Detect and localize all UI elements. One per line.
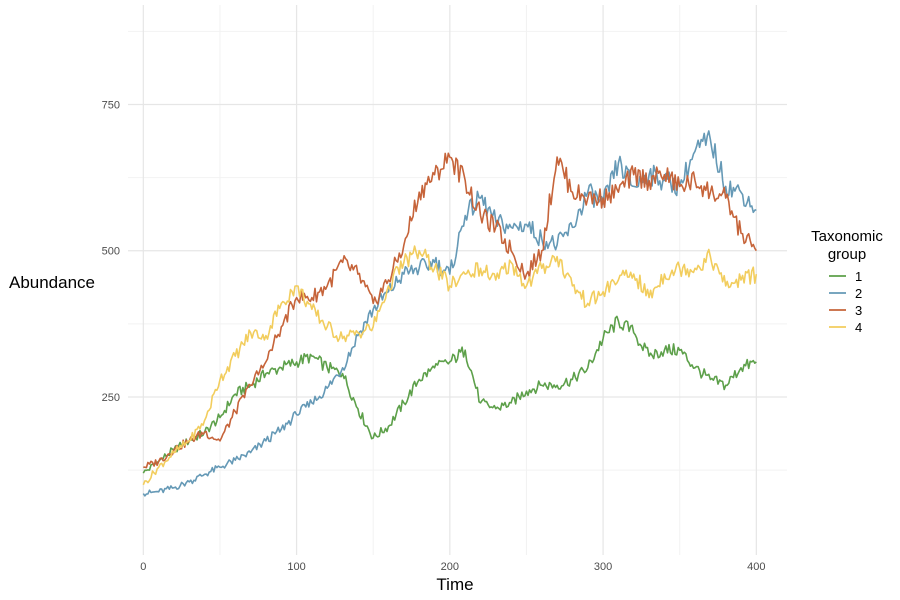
series-lines xyxy=(142,130,758,497)
minor-gridlines xyxy=(128,5,787,555)
x-tick-label: 100 xyxy=(287,561,305,573)
y-tick-label: 500 xyxy=(102,246,120,258)
x-tick-label: 200 xyxy=(441,561,459,573)
legend-label-4: 4 xyxy=(855,320,862,335)
series-line-1 xyxy=(142,315,757,474)
x-tick-label: 300 xyxy=(594,561,612,573)
legend-title-line1: Taxonomic xyxy=(811,228,883,245)
x-axis-ticks: 0 100 200 300 400 xyxy=(140,561,765,573)
series-line-2 xyxy=(142,130,757,497)
y-tick-label: 750 xyxy=(102,99,120,111)
legend-items: 1 2 3 4 xyxy=(829,269,862,335)
x-tick-label: 400 xyxy=(747,561,765,573)
legend-label-3: 3 xyxy=(855,303,862,318)
x-tick-label: 0 xyxy=(140,561,146,573)
y-axis-title: Abundance xyxy=(9,273,95,292)
legend-title-line2: group xyxy=(828,246,866,263)
legend: Taxonomic group 1 2 3 4 xyxy=(811,228,883,335)
major-gridlines xyxy=(128,5,787,555)
legend-label-2: 2 xyxy=(855,286,862,301)
x-axis-title: Time xyxy=(436,575,473,594)
y-axis-ticks: 250 500 750 xyxy=(102,99,120,404)
legend-label-1: 1 xyxy=(855,269,862,284)
y-tick-label: 250 xyxy=(102,392,120,404)
series-line-3 xyxy=(143,152,757,469)
series-line-4 xyxy=(142,245,758,486)
